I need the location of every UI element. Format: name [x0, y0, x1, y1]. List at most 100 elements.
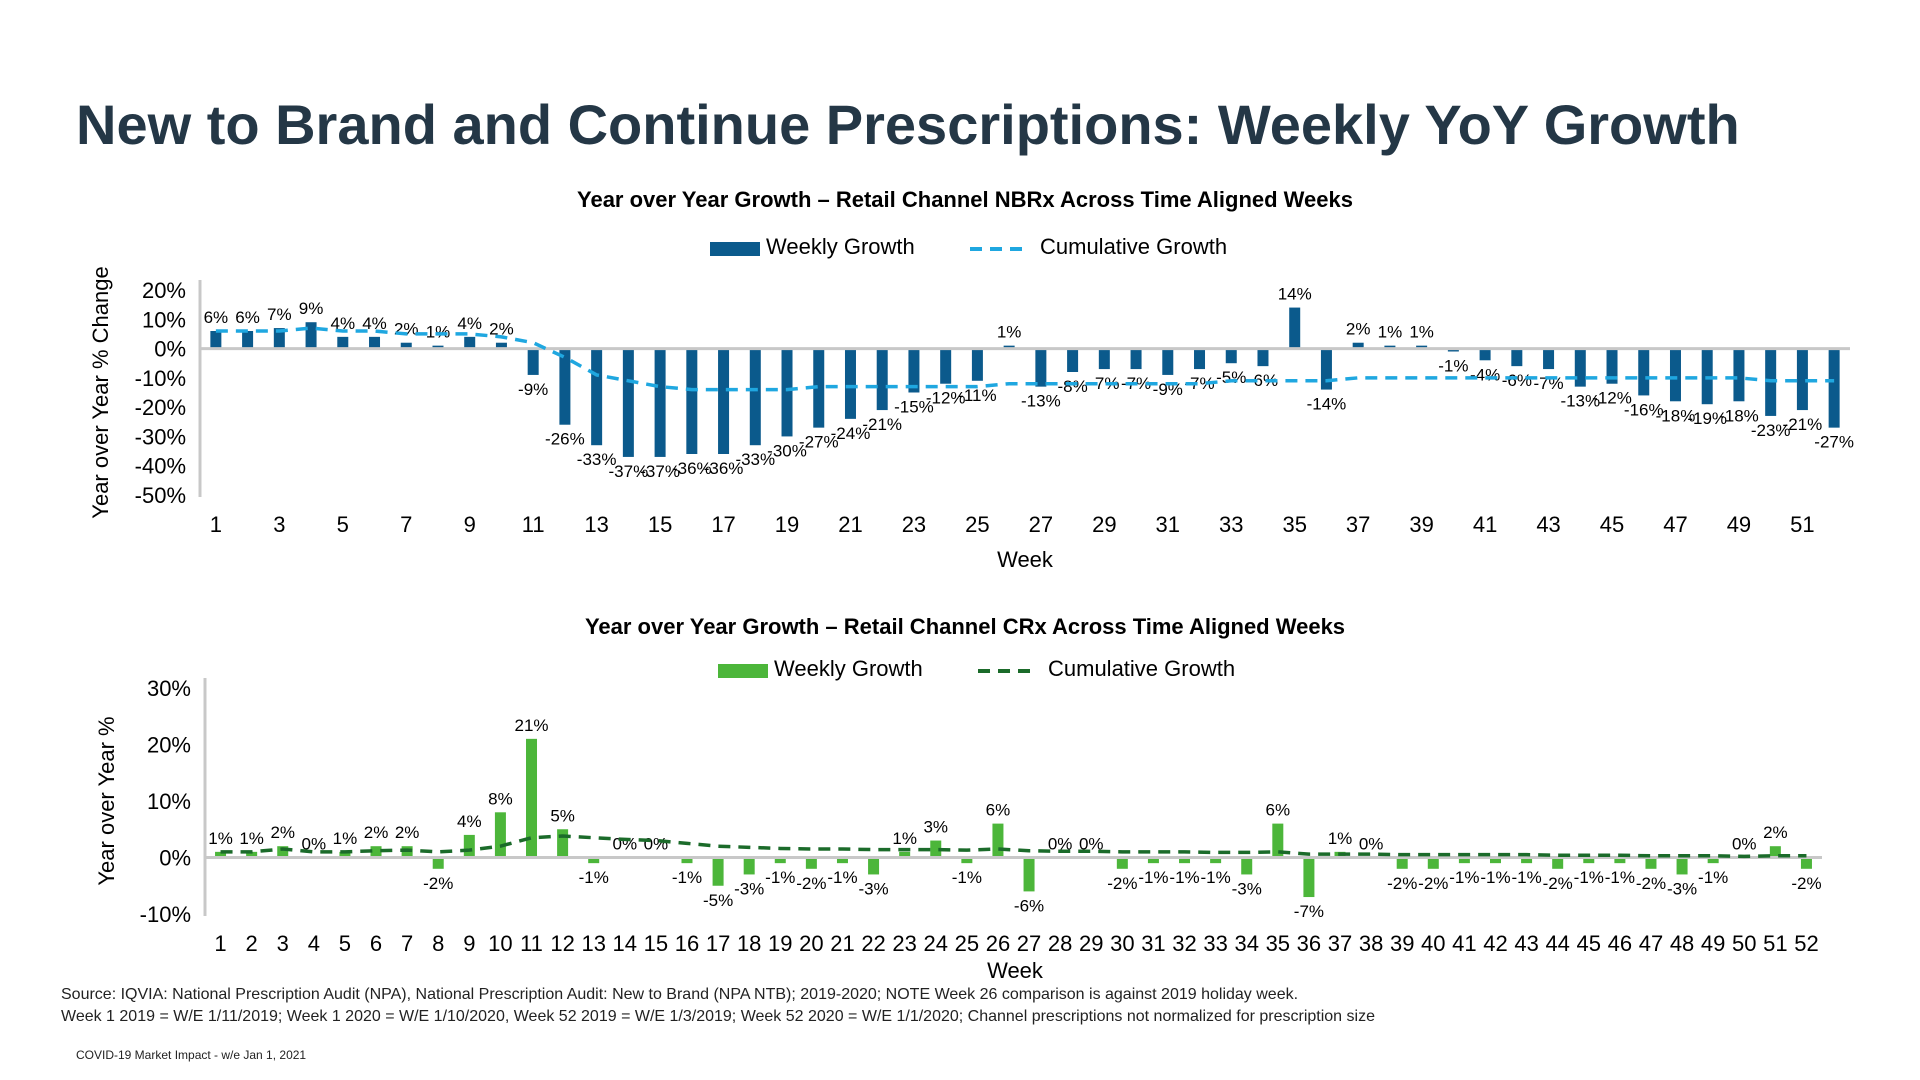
x-tick-label: 37 — [1346, 512, 1370, 537]
x-tick-label: 39 — [1390, 931, 1414, 956]
data-label: 2% — [364, 823, 389, 842]
x-tick-label: 24 — [924, 931, 948, 956]
bar-week-44 — [1552, 857, 1564, 869]
footer-note: COVID-19 Market Impact - w/e Jan 1, 2021 — [76, 1048, 307, 1062]
x-tick-label: 52 — [1794, 931, 1818, 956]
bar-week-8 — [432, 857, 444, 869]
data-label: -2% — [1543, 874, 1573, 893]
bar-week-19 — [781, 348, 793, 437]
bar-week-11 — [526, 738, 538, 858]
bar-week-51 — [1796, 348, 1808, 411]
bar-week-30 — [1130, 348, 1142, 370]
chart-title: Year over Year Growth – Retail Channel C… — [585, 614, 1345, 639]
data-label: -11% — [958, 386, 996, 405]
x-tick-label: 33 — [1203, 931, 1227, 956]
x-tick-label: 7 — [400, 512, 412, 537]
data-label: 4% — [330, 314, 355, 333]
x-tick-label: 44 — [1545, 931, 1569, 956]
y-tick-label: 30% — [147, 676, 191, 701]
bar-week-20 — [813, 348, 825, 428]
y-tick-label: 20% — [142, 278, 186, 303]
data-label: -2% — [1107, 874, 1137, 893]
x-tick-label: 47 — [1639, 931, 1663, 956]
data-label: 0% — [1048, 835, 1073, 854]
x-tick-label: 36 — [1297, 931, 1321, 956]
x-tick-label: 39 — [1409, 512, 1433, 537]
x-tick-label: 43 — [1514, 931, 1538, 956]
data-label: -37% — [609, 462, 649, 481]
x-tick-label: 21 — [830, 931, 854, 956]
bar-week-2 — [242, 331, 254, 349]
data-label: -1% — [672, 868, 702, 887]
x-axis-label: Week — [987, 958, 1044, 980]
data-label: -36% — [704, 459, 744, 478]
x-tick-label: 11 — [520, 931, 543, 956]
bar-week-3 — [277, 846, 289, 858]
bar-week-52 — [1828, 348, 1840, 428]
bar-week-49 — [1707, 857, 1719, 864]
data-label: -6% — [1502, 371, 1532, 390]
data-label: 1% — [426, 323, 451, 342]
data-label: -1% — [1511, 868, 1541, 887]
legend-weekly-growth: Weekly Growth — [766, 234, 915, 259]
bar-week-31 — [1162, 348, 1174, 375]
data-label: -26% — [545, 430, 585, 449]
x-tick-label: 51 — [1790, 512, 1814, 537]
data-label: 5% — [550, 806, 575, 825]
bar-week-42 — [1511, 348, 1523, 367]
data-label: 2% — [1346, 320, 1371, 339]
cumulative-growth-line — [215, 326, 1835, 392]
y-tick-label: 20% — [147, 733, 191, 758]
bar-week-19 — [774, 857, 786, 864]
bar-week-46 — [1638, 348, 1650, 396]
x-tick-label: 43 — [1536, 512, 1560, 537]
data-label: 2% — [394, 320, 419, 339]
data-label: -1% — [1480, 868, 1510, 887]
data-label: -1% — [1438, 357, 1468, 376]
bar-week-41 — [1458, 857, 1470, 864]
data-label: -19% — [1687, 409, 1727, 428]
bar-week-2 — [246, 851, 258, 858]
bar-week-21 — [844, 348, 856, 419]
bar-week-24 — [930, 840, 942, 858]
x-tick-label: 28 — [1048, 931, 1072, 956]
data-label: -3% — [734, 879, 764, 898]
data-label: 2% — [489, 320, 514, 339]
x-tick-label: 15 — [648, 512, 672, 537]
data-label: 21% — [514, 716, 548, 735]
data-label: -1% — [579, 868, 609, 887]
data-label: 6% — [1266, 801, 1291, 820]
data-label: -1% — [827, 868, 857, 887]
bar-week-37 — [1352, 342, 1364, 349]
data-label: -5% — [703, 891, 733, 910]
x-tick-label: 13 — [584, 512, 608, 537]
data-label: -2% — [423, 874, 453, 893]
data-label: 2% — [270, 823, 295, 842]
y-tick-label: -30% — [135, 424, 186, 449]
bar-week-36 — [1303, 857, 1315, 898]
x-tick-label: 3 — [277, 931, 289, 956]
x-tick-label: 4 — [308, 931, 320, 956]
data-label: -12% — [1592, 389, 1632, 408]
bar-week-49 — [1733, 348, 1745, 402]
bar-week-47 — [1669, 348, 1681, 402]
x-tick-label: 23 — [902, 512, 926, 537]
data-label: 0% — [1079, 835, 1104, 854]
x-tick-label: 20 — [799, 931, 823, 956]
x-tick-label: 23 — [892, 931, 916, 956]
bar-week-23 — [908, 348, 920, 393]
data-label: 1% — [208, 829, 233, 848]
bar-week-39 — [1396, 857, 1408, 869]
data-label: -24% — [831, 424, 871, 443]
data-label: -13% — [1560, 392, 1600, 411]
x-tick-label: 30 — [1110, 931, 1134, 956]
x-tick-label: 9 — [464, 512, 476, 537]
data-label: -3% — [1232, 879, 1262, 898]
bar-week-34 — [1241, 857, 1253, 875]
data-label: 9% — [299, 299, 324, 318]
data-label: 2% — [395, 823, 420, 842]
bar-week-45 — [1583, 857, 1595, 864]
data-label: -4% — [1470, 365, 1500, 384]
x-tick-label: 17 — [711, 512, 735, 537]
data-label: -1% — [1574, 868, 1604, 887]
